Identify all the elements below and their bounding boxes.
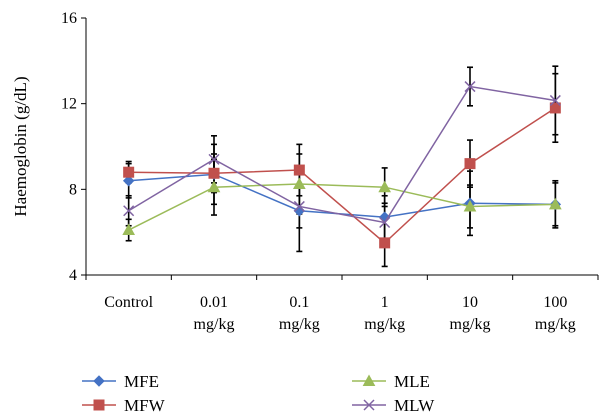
data-point-mfw <box>293 164 305 176</box>
legend-item-mfe: MFE <box>82 372 159 391</box>
legend-swatch-marker <box>93 399 105 411</box>
y-tick-label: 4 <box>69 267 77 284</box>
legend-item-mfw: MFW <box>82 396 166 415</box>
data-point-mfw <box>208 167 220 179</box>
legend-label: MLE <box>394 372 430 391</box>
y-tick-label: 16 <box>61 10 77 27</box>
y-axis-title: Haemoglobin (g/dL) <box>11 76 30 216</box>
data-point-mlw <box>208 153 220 165</box>
series-line-mle <box>128 183 556 231</box>
data-point-mfw <box>464 158 476 170</box>
legend-label: MLW <box>394 396 435 415</box>
errorbars-mfe <box>125 143 559 253</box>
x-tick-label: Control <box>104 294 153 311</box>
data-point-mfw <box>549 102 561 114</box>
x-tick-label: 0.1 mg/kg <box>279 294 320 333</box>
data-point-mlw <box>293 200 305 212</box>
data-point-mlw <box>123 205 135 217</box>
errorbars-mlw <box>125 65 559 243</box>
data-point-mlw <box>549 94 561 106</box>
data-point-mle <box>463 199 477 212</box>
data-point-mle <box>378 180 392 193</box>
x-tick-label: 1 mg/kg <box>364 294 405 333</box>
y-tick-label: 12 <box>61 96 77 113</box>
series-line-mfw <box>128 107 556 244</box>
legend-swatch-marker <box>363 399 375 411</box>
axes: 4 8 12 16 Control 0.01 mg/kg 0.1 mg/kg 1 mg/kg 10 mg… <box>11 10 599 333</box>
legend: MFE MLE MFW MLW <box>82 372 435 415</box>
data-point-mle <box>122 223 136 236</box>
legend-swatch-marker <box>362 374 376 386</box>
series-layer <box>122 65 562 268</box>
data-point-mlw <box>464 81 476 93</box>
data-point-mle <box>548 197 562 210</box>
series-line-mfe <box>128 173 556 218</box>
x-tick-label: 0.01 mg/kg <box>194 294 235 333</box>
legend-label: MFE <box>124 372 159 391</box>
data-point-mlw <box>379 216 391 229</box>
legend-item-mle: MLE <box>352 372 430 391</box>
x-tick-label: 10 mg/kg <box>450 294 491 333</box>
x-tick-label: 100 mg/kg <box>535 294 576 333</box>
data-point-mle <box>292 177 306 189</box>
legend-item-mlw: MLW <box>352 396 435 415</box>
y-tick-label: 8 <box>69 181 77 198</box>
data-point-mfw <box>123 166 135 178</box>
data-point-mle <box>207 180 221 193</box>
series-line-mlw <box>128 85 556 224</box>
legend-label: MFW <box>124 396 166 415</box>
data-point-mfe <box>122 175 135 187</box>
errorbars-mfw <box>125 72 559 268</box>
legend-swatch-marker <box>93 375 105 387</box>
data-point-mfw <box>379 237 391 249</box>
errorbars-mle <box>125 153 559 242</box>
